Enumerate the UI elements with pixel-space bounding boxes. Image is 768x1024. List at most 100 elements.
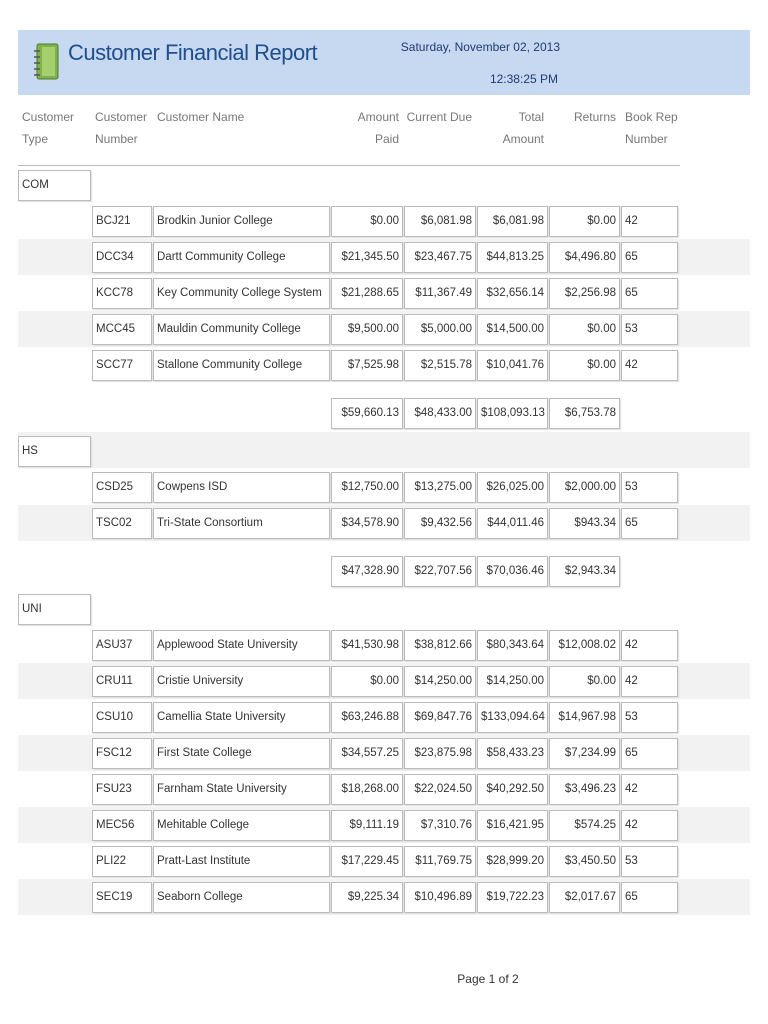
table-cell: $6,081.98 [477, 206, 548, 237]
table-cell: FSU23 [92, 774, 152, 805]
table-cell: $9,225.34 [331, 882, 403, 913]
table-cell: $22,024.50 [404, 774, 476, 805]
table-cell: Cowpens ISD [153, 472, 330, 503]
table-cell: 65 [621, 508, 678, 539]
table-cell: Applewood State University [153, 630, 330, 661]
table-cell: $0.00 [331, 666, 403, 697]
table-cell: 65 [621, 278, 678, 309]
table-cell: $44,813.25 [477, 242, 548, 273]
group-total: $108,093.13 [477, 398, 548, 429]
table-cell: $2,017.67 [549, 882, 620, 913]
table-cell: 42 [621, 350, 678, 381]
table-cell: $13,275.00 [404, 472, 476, 503]
table-cell: PLI22 [92, 846, 152, 877]
table-cell: 42 [621, 630, 678, 661]
table-cell: $9,500.00 [331, 314, 403, 345]
table-cell: 53 [621, 472, 678, 503]
table-cell: 53 [621, 314, 678, 345]
table-cell: $17,229.45 [331, 846, 403, 877]
table-cell: BCJ21 [92, 206, 152, 237]
table-cell: CRU11 [92, 666, 152, 697]
table-cell: CSD25 [92, 472, 152, 503]
report-time: 12:38:25 PM [489, 72, 558, 86]
column-header: Current Due [406, 110, 472, 124]
table-cell: $19,722.23 [477, 882, 548, 913]
table-cell: $4,496.80 [549, 242, 620, 273]
table-cell: $574.25 [549, 810, 620, 841]
table-cell: 65 [621, 242, 678, 273]
group-total: $22,707.56 [404, 556, 476, 587]
row-stripe [18, 432, 750, 468]
table-cell: DCC34 [92, 242, 152, 273]
table-cell: $0.00 [331, 206, 403, 237]
table-cell: SEC19 [92, 882, 152, 913]
group-total: $48,433.00 [404, 398, 476, 429]
column-header: Amount Paid [357, 110, 399, 146]
column-header: Customer Number [95, 110, 148, 146]
table-cell: $23,467.75 [404, 242, 476, 273]
table-cell: MCC45 [92, 314, 152, 345]
group-total: $70,036.46 [477, 556, 548, 587]
table-cell: $10,041.76 [477, 350, 548, 381]
column-header: Book Rep Number [625, 110, 678, 146]
table-cell: $12,008.02 [549, 630, 620, 661]
table-cell: $44,011.46 [477, 508, 548, 539]
table-cell: $0.00 [549, 314, 620, 345]
table-cell: Camellia State University [153, 702, 330, 733]
table-cell: $0.00 [549, 666, 620, 697]
table-cell: 65 [621, 738, 678, 769]
table-cell: $21,288.65 [331, 278, 403, 309]
table-cell: 42 [621, 666, 678, 697]
table-cell: Dartt Community College [153, 242, 330, 273]
table-cell: $9,111.19 [331, 810, 403, 841]
table-cell: $26,025.00 [477, 472, 548, 503]
table-cell: $41,530.98 [331, 630, 403, 661]
table-cell: $0.00 [549, 206, 620, 237]
table-cell: $18,268.00 [331, 774, 403, 805]
table-cell: KCC78 [92, 278, 152, 309]
table-cell: $69,847.76 [404, 702, 476, 733]
report-icon [34, 43, 59, 80]
group-total: $59,660.13 [331, 398, 403, 429]
group-total: $47,328.90 [331, 556, 403, 587]
table-cell: Brodkin Junior College [153, 206, 330, 237]
table-cell: $23,875.98 [404, 738, 476, 769]
table-cell: 53 [621, 702, 678, 733]
column-header: Returns [573, 110, 616, 124]
table-cell: $5,000.00 [404, 314, 476, 345]
table-cell: Tri-State Consortium [153, 508, 330, 539]
table-cell: $14,250.00 [477, 666, 548, 697]
table-cell: Key Community College System [153, 278, 330, 309]
table-cell: 53 [621, 846, 678, 877]
table-cell: $14,250.00 [404, 666, 476, 697]
column-header: Customer Type [22, 110, 75, 146]
table-cell: $32,656.14 [477, 278, 548, 309]
table-cell: $10,496.89 [404, 882, 476, 913]
table-cell: Pratt-Last Institute [153, 846, 330, 877]
table-cell: 42 [621, 810, 678, 841]
table-cell: First State College [153, 738, 330, 769]
table-cell: 65 [621, 882, 678, 913]
table-cell: $9,432.56 [404, 508, 476, 539]
table-cell: $14,500.00 [477, 314, 548, 345]
table-cell: $34,578.90 [331, 508, 403, 539]
table-cell: Stallone Community College [153, 350, 330, 381]
column-header: Customer Name [157, 110, 245, 124]
table-cell: $58,433.23 [477, 738, 548, 769]
table-cell: $40,292.50 [477, 774, 548, 805]
report-title: Customer Financial Report [68, 40, 318, 65]
table-cell: $2,256.98 [549, 278, 620, 309]
table-cell: $7,525.98 [331, 350, 403, 381]
header-band [18, 30, 750, 95]
table-cell: $63,246.88 [331, 702, 403, 733]
table-cell: $7,310.76 [404, 810, 476, 841]
table-cell: MEC56 [92, 810, 152, 841]
table-cell: $80,343.64 [477, 630, 548, 661]
table-cell: $133,094.64 [477, 702, 548, 733]
table-cell: Cristie University [153, 666, 330, 697]
table-cell: ASU37 [92, 630, 152, 661]
header-rule [18, 165, 680, 166]
table-cell: $11,769.75 [404, 846, 476, 877]
table-cell: $14,967.98 [549, 702, 620, 733]
